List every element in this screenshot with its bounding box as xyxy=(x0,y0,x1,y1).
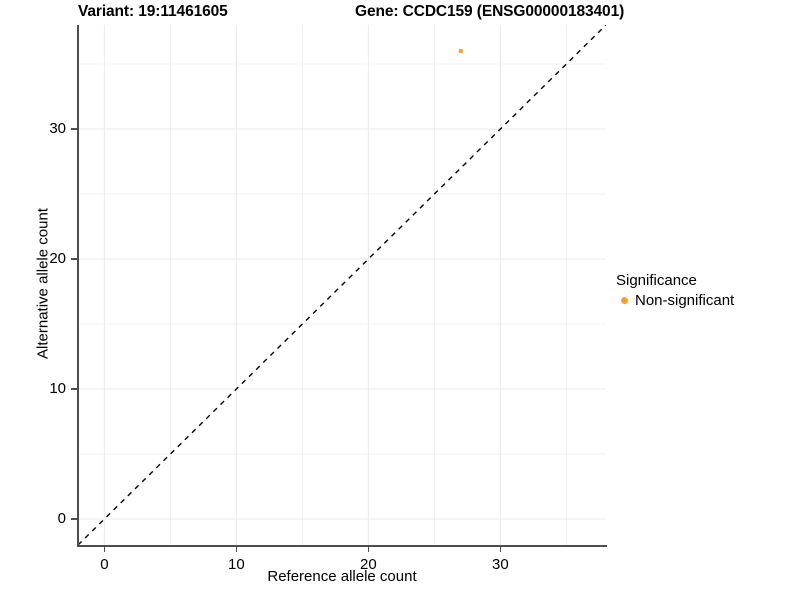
gene-title: Gene: CCDC159 (ENSG00000183401) xyxy=(355,3,625,20)
legend-marker-icon xyxy=(616,292,633,309)
x-tick-mark xyxy=(499,546,502,552)
x-axis-title: Reference allele count xyxy=(267,568,417,585)
y-tick-label: 0 xyxy=(57,510,66,527)
y-tick-mark xyxy=(71,128,77,130)
x-tick-label: 0 xyxy=(100,556,109,573)
legend-item-label: Non-significant xyxy=(635,292,735,309)
y-tick-mark xyxy=(71,258,77,260)
plot-title-row: Variant: 19:11461605 Gene: CCDC159 (ENSG… xyxy=(0,0,800,26)
data-point[interactable] xyxy=(458,49,463,53)
y-axis-line xyxy=(77,25,79,546)
legend-dot-icon xyxy=(621,297,628,304)
legend: Significance Non-significant xyxy=(616,272,796,309)
y-tick-mark xyxy=(71,518,77,520)
y-tick-label: 30 xyxy=(49,120,66,137)
x-tick-label: 10 xyxy=(228,556,245,573)
y-tick-mark xyxy=(71,388,77,390)
plot-panel xyxy=(78,25,606,545)
x-axis-line xyxy=(77,545,607,547)
diagonal-reference-line xyxy=(78,25,606,545)
y-axis-title: Alternative allele count xyxy=(34,208,52,359)
plot-canvas xyxy=(78,25,606,545)
x-tick-mark xyxy=(103,546,106,552)
variant-title: Variant: 19:11461605 xyxy=(78,3,228,20)
legend-item[interactable]: Non-significant xyxy=(616,292,796,309)
x-tick-label: 30 xyxy=(492,556,509,573)
x-tick-label: 20 xyxy=(360,556,377,573)
legend-entries: Non-significant xyxy=(616,292,796,309)
x-tick-mark xyxy=(367,546,370,552)
x-tick-mark xyxy=(235,546,238,552)
y-tick-label: 10 xyxy=(49,380,66,397)
y-tick-label: 20 xyxy=(49,250,66,267)
legend-title: Significance xyxy=(616,272,697,289)
